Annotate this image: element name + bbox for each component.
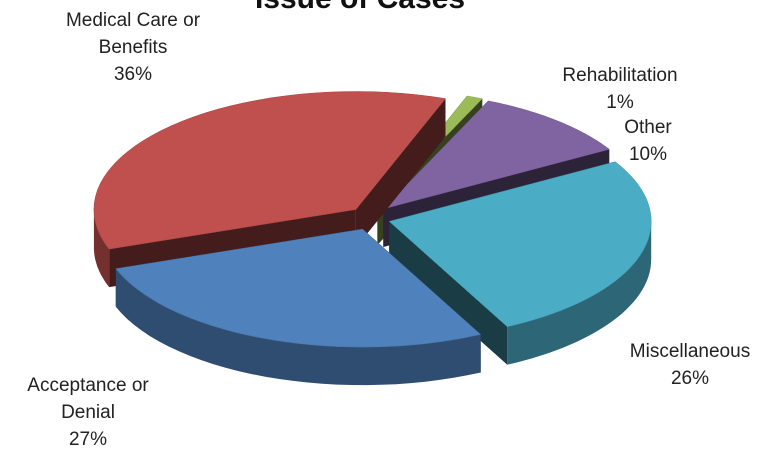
slice-side: [355, 98, 446, 248]
value-label: 10%: [628, 144, 668, 165]
value-label: 27%: [68, 429, 108, 450]
category-label: Miscellaneous: [629, 341, 751, 362]
value-label: 1%: [606, 92, 634, 113]
slice-wall: [507, 221, 652, 365]
slice-wall: [93, 209, 110, 288]
slice-label: Rehabilitation 1%: [555, 62, 685, 116]
value-label: 26%: [670, 368, 710, 389]
slice-label: Miscellaneous 26%: [605, 338, 767, 392]
category-label: Rehabilitation: [562, 65, 678, 86]
category-label: Other: [624, 117, 672, 138]
value-label: 36%: [113, 64, 153, 85]
pie-slice: [388, 161, 652, 365]
pie-slice: [115, 228, 482, 386]
slice-top: [115, 228, 482, 348]
slice-top: [93, 91, 446, 250]
category-label: Acceptance or Denial: [27, 375, 149, 423]
slice-label: Medical Care or Benefits 36%: [53, 7, 213, 88]
slice-top: [388, 161, 652, 327]
slice-top: [382, 100, 610, 210]
chart-title: Issue of Cases: [0, 0, 720, 16]
slice-wall: [115, 268, 481, 386]
category-label: Medical Care or Benefits: [65, 10, 201, 58]
slice-label: Acceptance or Denial 27%: [13, 372, 163, 453]
slice-side: [389, 221, 508, 365]
slice-label: Other 10%: [603, 114, 693, 168]
